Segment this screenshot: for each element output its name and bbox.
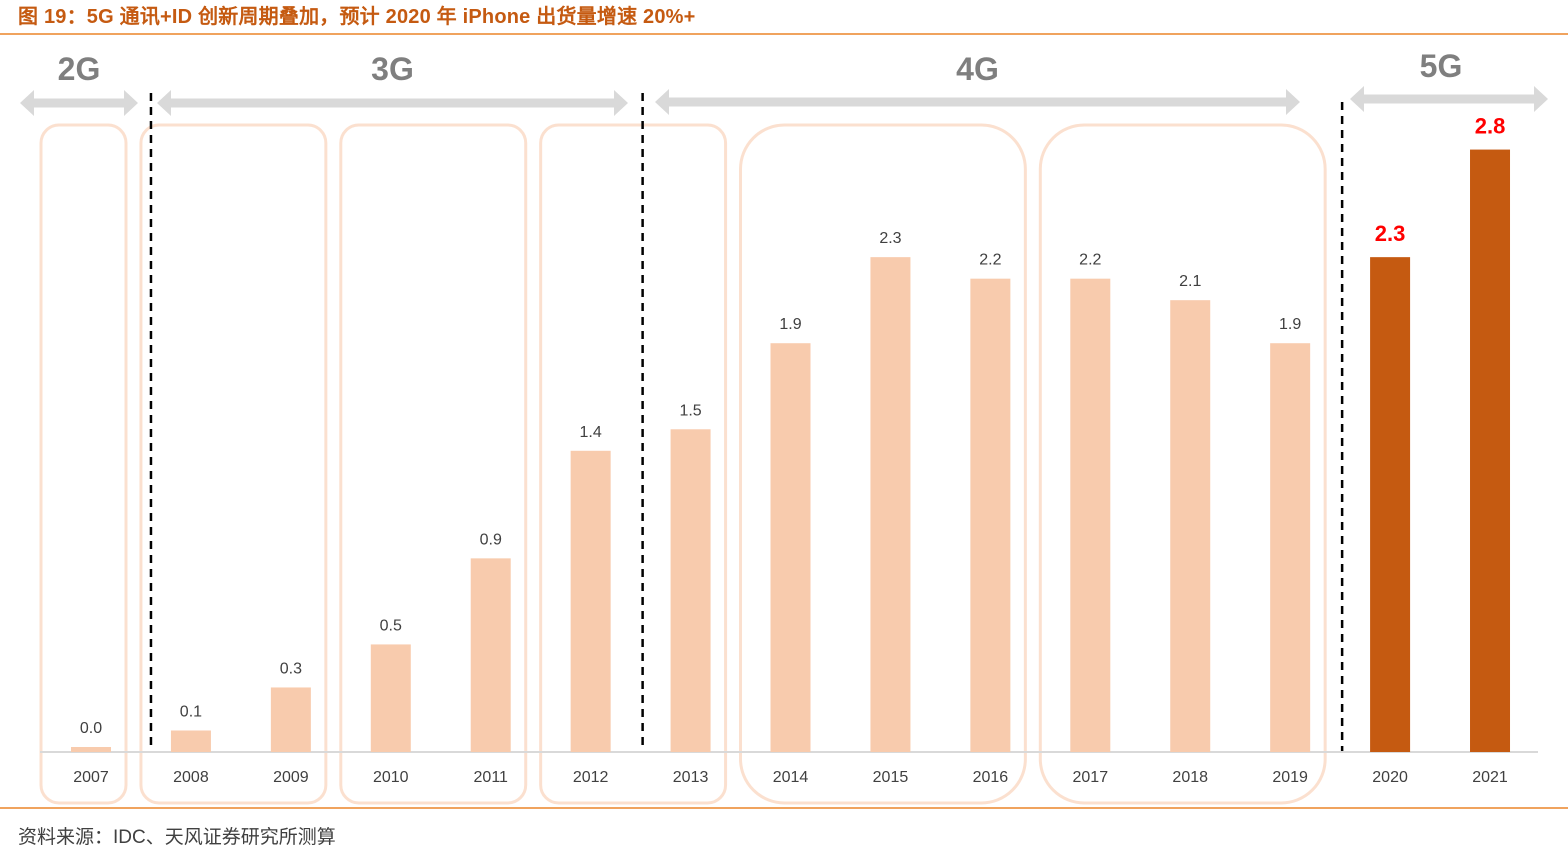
bar: [1370, 257, 1411, 752]
era-label-5g: 5G: [1420, 48, 1463, 84]
x-tick-label: 2016: [973, 769, 1009, 786]
data-label: 0.5: [380, 617, 402, 634]
x-tick-label: 2018: [1172, 769, 1208, 786]
era-label-4g: 4G: [956, 51, 999, 87]
x-tick-label: 2019: [1272, 769, 1308, 786]
data-label: 0.9: [480, 531, 502, 548]
bar: [470, 558, 511, 752]
bar: [770, 343, 811, 752]
x-tick-label: 2013: [673, 769, 709, 786]
era-arrow-3g: [157, 90, 628, 116]
data-label: 0.1: [180, 703, 202, 720]
bar: [1070, 278, 1111, 752]
x-tick-label: 2014: [773, 769, 809, 786]
x-tick-label: 2010: [373, 769, 409, 786]
bar: [670, 429, 711, 752]
x-tick-label: 2020: [1372, 769, 1408, 786]
bar: [970, 278, 1011, 752]
group-box: [739, 123, 1027, 805]
data-label: 2.2: [1079, 252, 1101, 269]
bar: [570, 450, 611, 752]
x-tick-label: 2021: [1472, 769, 1508, 786]
era-label-3g: 3G: [371, 51, 414, 87]
group-box: [139, 123, 328, 805]
bar: [1470, 149, 1511, 753]
data-label: 2.2: [979, 252, 1001, 269]
bar: [1170, 300, 1211, 752]
x-tick-label: 2012: [573, 769, 609, 786]
group-boxes: [39, 123, 1327, 805]
data-label: 2.3: [1375, 221, 1406, 246]
x-tick-label: 2017: [1073, 769, 1109, 786]
bar: [71, 747, 111, 752]
data-label: 1.9: [779, 316, 801, 333]
era-arrow-5g: [1350, 86, 1548, 112]
era-label-2g: 2G: [58, 51, 101, 87]
group-box: [1038, 123, 1327, 805]
data-labels: 0.0 0.1 0.3 0.5 0.9 1.4 1.5 1.9 2.3 2.2 2.2 2.1 1.9 2…: [80, 114, 1505, 737]
bars: [71, 149, 1511, 753]
x-tick-labels: 2007 2008 2009 2010 2011 2012 2013 2014 2015 2016…: [73, 769, 1508, 786]
x-tick-label: 2009: [273, 769, 309, 786]
era-arrows: 2G 3G 4G 5G: [20, 48, 1548, 116]
data-label: 2.1: [1179, 273, 1201, 290]
bottom-rule: [0, 807, 1568, 809]
x-tick-label: 2015: [873, 769, 909, 786]
era-arrow-4g: [655, 89, 1300, 115]
x-tick-label: 2011: [474, 769, 509, 786]
data-label: 2.3: [879, 230, 901, 247]
data-label: 2.8: [1475, 114, 1506, 139]
group-box: [39, 123, 128, 805]
group-box: [539, 123, 728, 805]
figure-title: 图 19：5G 通讯+ID 创新周期叠加，预计 2020 年 iPhone 出货…: [18, 6, 696, 28]
top-rule: [0, 33, 1568, 35]
era-dividers: [149, 93, 1344, 752]
bar: [1270, 343, 1311, 752]
bar: [270, 687, 311, 752]
bar: [870, 257, 911, 752]
era-arrow-2g: [20, 90, 138, 116]
data-label: 1.5: [679, 402, 701, 419]
bar: [370, 644, 411, 752]
data-label: 0.3: [280, 660, 302, 677]
bar: [170, 730, 211, 752]
data-label: 1.4: [580, 424, 602, 441]
data-label: 1.9: [1279, 316, 1301, 333]
x-tick-label: 2008: [173, 769, 209, 786]
data-label: 0.0: [80, 720, 102, 737]
group-box: [339, 123, 528, 805]
x-tick-label: 2007: [73, 769, 109, 786]
source-note: 资料来源：IDC、天风证券研究所测算: [18, 827, 336, 848]
